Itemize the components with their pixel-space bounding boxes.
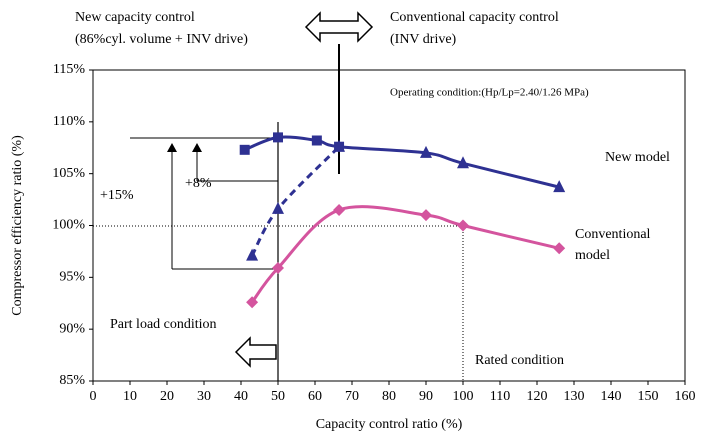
x-tick-label: 0 [90,389,97,404]
x-tick-label: 90 [419,389,433,404]
x-tick-label: 140 [601,389,622,404]
annotation: model [575,248,610,263]
x-tick-label: 10 [123,389,137,404]
marker [420,145,432,158]
annotation: Conventional [575,227,651,242]
y-tick-label: 85% [59,373,85,388]
x-tick-label: 40 [234,389,248,404]
x-tick-label: 120 [527,389,548,404]
x-tick-label: 70 [345,389,359,404]
marker [246,248,259,261]
marker [553,242,566,255]
x-axis-label: Capacity control ratio (%) [316,417,463,432]
annotation: +15% [100,188,134,203]
marker [246,296,259,309]
x-tick-label: 160 [675,389,696,404]
series-line [244,135,560,189]
x-tick-label: 20 [160,389,174,404]
plot-frame [92,69,686,382]
marker [311,135,322,146]
arrow-head [167,143,177,152]
x-tick-label: 100 [453,389,474,404]
annotation: (86%cyl. volume + INV drive) [75,32,248,47]
y-axis-label: Compressor efficiency ratio (%) [10,135,25,316]
series-line [250,205,560,304]
x-tick-label: 110 [490,389,510,404]
x-tick-label: 150 [638,389,659,404]
marker [333,139,346,152]
y-tick-label: 90% [59,321,85,336]
marker [239,144,250,155]
annotation: Part load condition [110,317,217,332]
x-tick-label: 30 [197,389,211,404]
marker [457,156,469,169]
y-tick-label: 115% [53,62,85,77]
annotation: New capacity control [75,10,195,25]
x-tick-label: 80 [382,389,396,404]
annotation: Operating condition:(Hp/Lp=2.40/1.26 MPa… [390,87,589,99]
x-tick-label: 60 [308,389,322,404]
y-tick-label: 110% [53,114,85,129]
marker [272,262,284,275]
series-line [250,145,341,257]
arrow-head [192,143,202,152]
x-tick-label: 130 [564,389,585,404]
annotation: Rated condition [475,353,564,368]
y-tick-label: 100% [52,218,85,233]
marker [553,180,566,193]
annotation: Conventional capacity control [390,10,559,25]
marker [273,132,283,143]
x-tick-label: 50 [271,389,285,404]
marker [457,219,469,232]
annotation: New model [605,150,670,165]
y-tick-label: 105% [52,166,85,181]
annotation: (INV drive) [390,32,457,47]
marker [272,201,284,214]
y-tick-label: 95% [59,270,85,285]
marker [420,209,432,222]
marker [333,203,346,216]
double-arrow [304,11,374,43]
left-arrow [234,336,277,368]
annotation: +8% [185,176,212,191]
